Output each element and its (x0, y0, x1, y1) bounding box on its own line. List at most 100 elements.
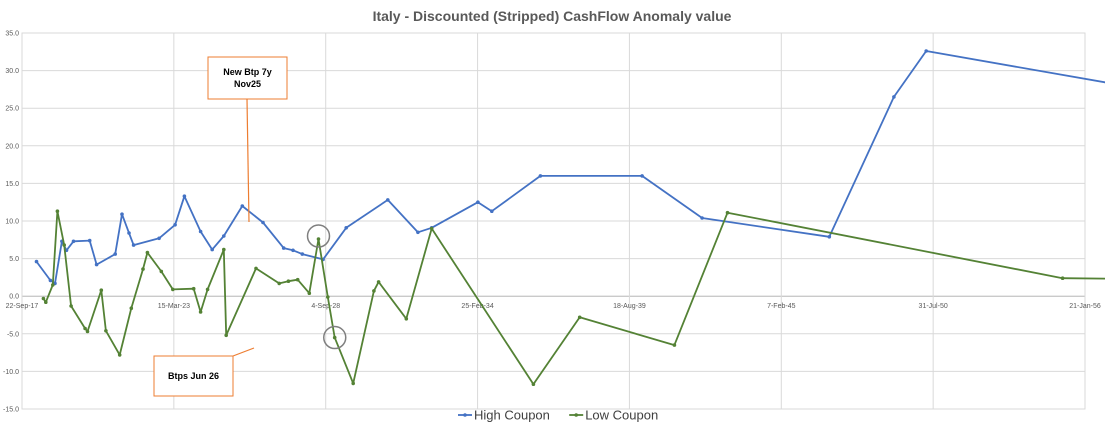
data-point-high-coupon (157, 237, 161, 241)
data-point-low-coupon (326, 295, 330, 299)
y-tick-label: 20.0 (5, 143, 19, 150)
data-point-high-coupon (924, 49, 928, 53)
y-tick-label: -15.0 (3, 407, 19, 414)
y-tick-label: 15.0 (5, 181, 19, 188)
legend-marker-low-coupon (574, 413, 578, 417)
x-tick-label: 31-Jul-50 (919, 303, 948, 310)
data-point-high-coupon (113, 252, 117, 256)
data-point-low-coupon (287, 279, 291, 283)
data-point-high-coupon (199, 230, 203, 234)
data-point-high-coupon (282, 246, 286, 250)
y-tick-label: 0.0 (9, 294, 19, 301)
data-point-low-coupon (430, 227, 434, 231)
legend-label-high-coupon: High Coupon (474, 408, 550, 423)
data-point-high-coupon (132, 243, 136, 247)
data-point-low-coupon (726, 211, 730, 215)
data-point-high-coupon (222, 234, 226, 238)
data-point-low-coupon (254, 267, 258, 271)
data-point-low-coupon (308, 291, 312, 295)
data-point-high-coupon (828, 235, 832, 239)
annotation-box (208, 57, 287, 99)
legend-marker-high-coupon (463, 413, 467, 417)
data-point-low-coupon (160, 270, 164, 274)
data-point-low-coupon (372, 289, 376, 293)
data-point-high-coupon (49, 279, 53, 283)
data-point-high-coupon (416, 231, 420, 235)
data-point-high-coupon (261, 221, 265, 225)
data-point-high-coupon (344, 226, 348, 230)
data-point-low-coupon (56, 209, 60, 213)
data-point-low-coupon (83, 327, 87, 331)
data-point-high-coupon (35, 260, 39, 264)
data-point-low-coupon (199, 310, 203, 314)
data-point-low-coupon (146, 251, 150, 255)
data-point-low-coupon (405, 317, 409, 321)
data-point-low-coupon (317, 237, 321, 241)
data-point-low-coupon (296, 278, 300, 282)
chart-title: Italy - Discounted (Stripped) CashFlow A… (373, 8, 732, 24)
y-tick-label: -10.0 (3, 369, 19, 376)
y-tick-label: 30.0 (5, 68, 19, 75)
data-point-high-coupon (210, 248, 214, 252)
data-point-low-coupon (86, 330, 90, 334)
legend-label-low-coupon: Low Coupon (585, 408, 658, 423)
data-point-high-coupon (476, 200, 480, 204)
x-tick-label: 22-Sep-17 (6, 303, 39, 310)
data-point-high-coupon (88, 239, 92, 243)
data-point-low-coupon (532, 382, 536, 386)
data-point-low-coupon (1061, 276, 1065, 280)
y-tick-label: 5.0 (9, 256, 19, 263)
data-point-high-coupon (892, 95, 896, 99)
y-tick-label: -5.0 (7, 331, 19, 338)
data-point-low-coupon (206, 288, 210, 292)
data-point-low-coupon (141, 267, 145, 271)
data-point-low-coupon (333, 336, 337, 340)
data-point-low-coupon (104, 329, 108, 333)
annotation-text: New Btp 7y (223, 67, 272, 77)
data-point-low-coupon (222, 248, 226, 252)
x-tick-label: 25-Feb-34 (461, 303, 493, 310)
data-point-low-coupon (351, 382, 355, 386)
data-point-high-coupon (539, 174, 543, 178)
data-point-low-coupon (42, 297, 46, 301)
data-point-low-coupon (69, 304, 73, 308)
data-point-low-coupon (44, 300, 48, 304)
data-point-high-coupon (127, 231, 131, 235)
data-point-low-coupon (377, 280, 381, 284)
data-point-low-coupon (277, 282, 281, 286)
annotation-text: Nov25 (234, 79, 261, 89)
data-point-high-coupon (173, 223, 177, 227)
y-tick-label: 35.0 (5, 31, 19, 38)
data-point-high-coupon (301, 252, 305, 256)
x-tick-label: 18-Aug-39 (613, 303, 646, 310)
data-point-high-coupon (183, 194, 187, 198)
x-tick-label: 21-Jan-56 (1069, 303, 1101, 310)
data-point-low-coupon (100, 288, 104, 292)
data-point-high-coupon (241, 204, 245, 208)
data-point-high-coupon (490, 209, 494, 213)
data-point-high-coupon (120, 212, 124, 216)
data-point-high-coupon (386, 198, 390, 202)
data-point-low-coupon (224, 334, 228, 338)
y-tick-label: 25.0 (5, 106, 19, 113)
data-point-high-coupon (72, 240, 76, 244)
annotation-text: Btps Jun 26 (168, 371, 219, 381)
data-point-high-coupon (291, 249, 295, 253)
data-point-low-coupon (578, 316, 582, 320)
data-point-high-coupon (700, 216, 704, 220)
x-tick-label: 7-Feb-45 (767, 303, 796, 310)
data-point-high-coupon (95, 263, 99, 267)
data-point-low-coupon (62, 243, 66, 247)
x-tick-label: 15-Mar-23 (158, 303, 190, 310)
data-point-low-coupon (192, 287, 196, 291)
data-point-low-coupon (118, 353, 122, 357)
data-point-high-coupon (640, 174, 644, 178)
data-point-low-coupon (51, 283, 55, 287)
y-tick-label: 10.0 (5, 219, 19, 226)
x-tick-label: 4-Sep-28 (311, 303, 340, 310)
data-point-low-coupon (171, 288, 175, 292)
data-point-low-coupon (673, 343, 677, 347)
data-point-low-coupon (130, 306, 134, 310)
